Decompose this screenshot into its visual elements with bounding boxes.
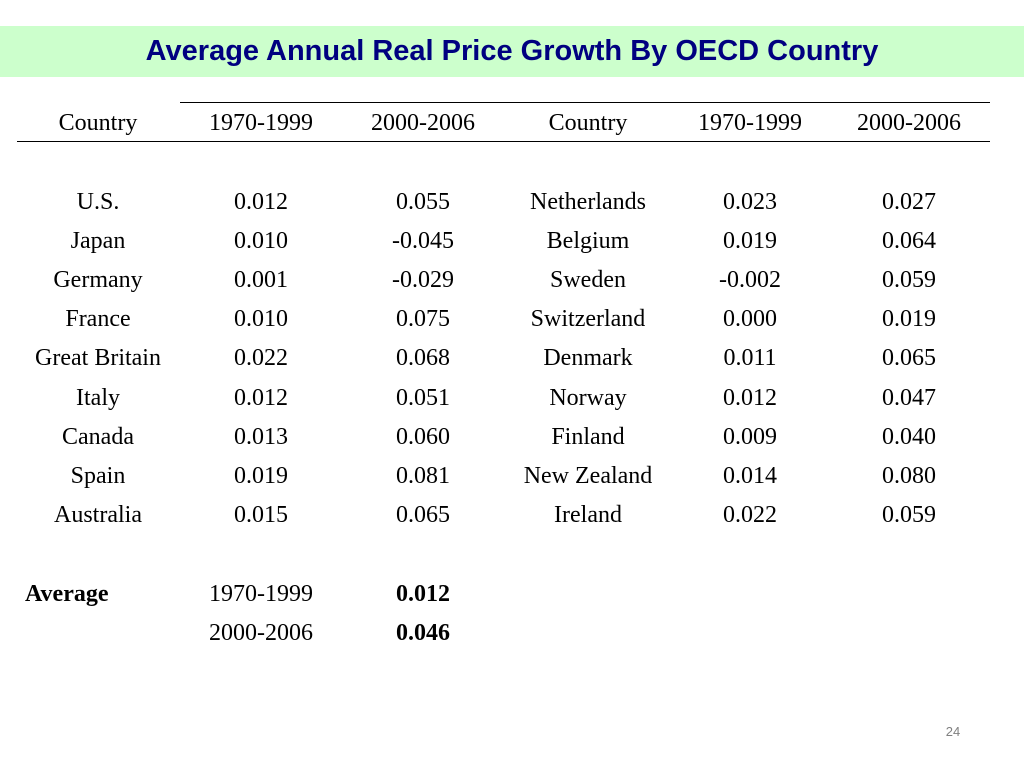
growth-value: 0.027 <box>882 189 936 215</box>
header-period-2000-2006-right: 2000-2006 <box>857 110 961 136</box>
header-period-1970-1999-left: 1970-1999 <box>209 110 313 136</box>
growth-value: 0.019 <box>234 463 288 489</box>
header-country-left: Country <box>58 110 138 136</box>
country-name: New Zealand <box>523 463 653 489</box>
slide-title: Average Annual Real Price Growth By OECD… <box>145 35 879 67</box>
average-period: 1970-1999 <box>209 581 313 607</box>
growth-value: 0.023 <box>723 189 777 215</box>
table-header-rule <box>17 141 990 142</box>
country-name: Switzerland <box>530 306 646 332</box>
country-name: Netherlands <box>530 189 646 215</box>
growth-value: 0.001 <box>234 267 288 293</box>
growth-value: 0.019 <box>723 228 777 254</box>
table-row: Spain 0.019 0.081 New Zealand 0.014 0.08… <box>0 459 1024 493</box>
country-name: Canada <box>62 424 134 450</box>
page-number: 24 <box>945 724 961 739</box>
table-top-rule <box>180 102 990 103</box>
growth-value: 0.065 <box>396 502 450 528</box>
country-name: Finland <box>551 424 625 450</box>
growth-value: 0.013 <box>234 424 288 450</box>
growth-value: 0.064 <box>882 228 936 254</box>
growth-value: 0.019 <box>882 306 936 332</box>
average-label: Average <box>25 581 109 607</box>
growth-value: 0.022 <box>234 345 288 371</box>
header-period-1970-1999-right: 1970-1999 <box>698 110 802 136</box>
table-row: Canada 0.013 0.060 Finland 0.009 0.040 <box>0 420 1024 454</box>
growth-value: 0.009 <box>723 424 777 450</box>
country-name: Ireland <box>554 502 622 528</box>
table-header-row: Country 1970-1999 2000-2006 Country 1970… <box>0 106 1024 140</box>
growth-value: 0.081 <box>396 463 450 489</box>
country-name: Great Britain <box>35 345 161 371</box>
table-row: Italy 0.012 0.051 Norway 0.012 0.047 <box>0 381 1024 415</box>
country-name: Japan <box>70 228 126 254</box>
table-row: France 0.010 0.075 Switzerland 0.000 0.0… <box>0 302 1024 336</box>
growth-value: 0.055 <box>396 189 450 215</box>
country-name: U.S. <box>76 189 120 215</box>
table-row: U.S. 0.012 0.055 Netherlands 0.023 0.027 <box>0 185 1024 219</box>
growth-value: -0.045 <box>392 228 454 254</box>
table-row: Japan 0.010 -0.045 Belgium 0.019 0.064 <box>0 224 1024 258</box>
average-period: 2000-2006 <box>209 620 313 646</box>
country-name: France <box>65 306 131 332</box>
average-value: 0.012 <box>396 581 450 607</box>
country-name: Norway <box>549 385 627 411</box>
table-row: Germany 0.001 -0.029 Sweden -0.002 0.059 <box>0 263 1024 297</box>
growth-value: 0.075 <box>396 306 450 332</box>
country-name: Germany <box>53 267 143 293</box>
growth-value: 0.068 <box>396 345 450 371</box>
growth-value: 0.060 <box>396 424 450 450</box>
growth-value: 0.014 <box>723 463 777 489</box>
growth-value: 0.015 <box>234 502 288 528</box>
country-name: Italy <box>76 385 120 411</box>
slide-title-bar: Average Annual Real Price Growth By OECD… <box>0 26 1024 77</box>
growth-value: 0.065 <box>882 345 936 371</box>
country-name: Australia <box>54 502 142 528</box>
growth-value: 0.010 <box>234 306 288 332</box>
growth-value: 0.010 <box>234 228 288 254</box>
header-period-2000-2006-left: 2000-2006 <box>371 110 475 136</box>
table-row: Great Britain 0.022 0.068 Denmark 0.011 … <box>0 341 1024 375</box>
growth-value: 0.047 <box>882 385 936 411</box>
growth-value: 0.059 <box>882 502 936 528</box>
average-value: 0.046 <box>396 620 450 646</box>
growth-value: -0.002 <box>719 267 781 293</box>
growth-value: 0.051 <box>396 385 450 411</box>
growth-value: 0.059 <box>882 267 936 293</box>
growth-value: -0.029 <box>392 267 454 293</box>
average-row: 2000-2006 0.046 <box>0 616 1024 650</box>
country-name: Sweden <box>550 267 626 293</box>
country-name: Denmark <box>543 345 633 371</box>
growth-value: 0.000 <box>723 306 777 332</box>
growth-value: 0.080 <box>882 463 936 489</box>
growth-value: 0.040 <box>882 424 936 450</box>
average-row: Average 1970-1999 0.012 <box>0 577 1024 611</box>
header-country-right: Country <box>548 110 628 136</box>
country-name: Belgium <box>546 228 630 254</box>
table-row: Australia 0.015 0.065 Ireland 0.022 0.05… <box>0 498 1024 532</box>
growth-value: 0.022 <box>723 502 777 528</box>
country-name: Spain <box>70 463 126 489</box>
growth-value: 0.011 <box>723 345 777 371</box>
growth-value: 0.012 <box>234 189 288 215</box>
growth-value: 0.012 <box>723 385 777 411</box>
growth-value: 0.012 <box>234 385 288 411</box>
